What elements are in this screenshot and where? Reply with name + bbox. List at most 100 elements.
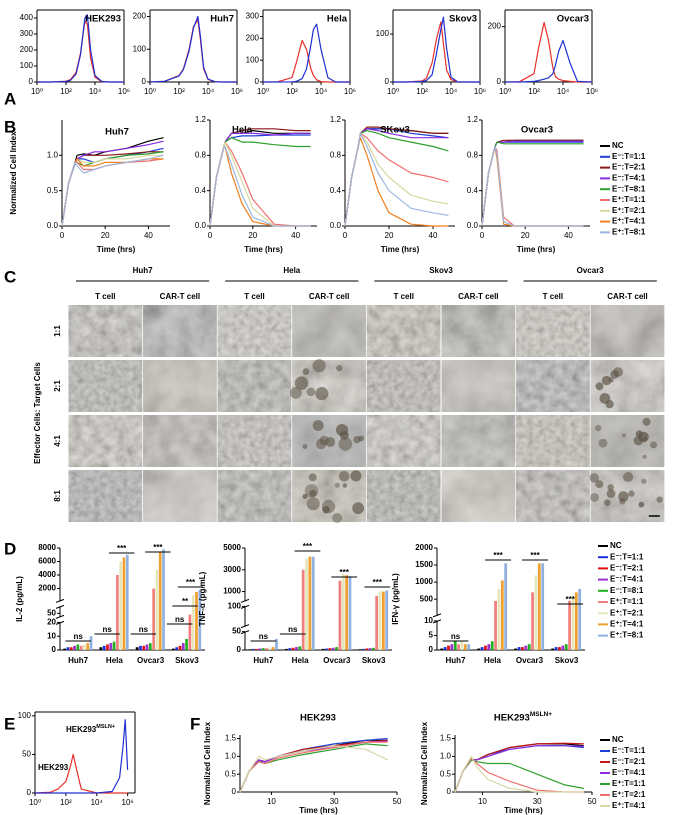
- micrograph-texture: [516, 415, 590, 467]
- x-tick-label: Hela: [106, 656, 123, 665]
- bar: [500, 580, 504, 650]
- cell-cluster: [641, 478, 647, 484]
- x-axis-label: Time (hrs): [97, 245, 136, 254]
- chart-title: Hela: [327, 14, 348, 25]
- panel-label: B: [4, 117, 16, 136]
- x-tick-label: 0: [208, 231, 213, 240]
- bar: [537, 563, 541, 650]
- y-tick-label: 5000: [223, 543, 241, 552]
- panel-label: F: [190, 714, 200, 733]
- cell-cluster: [336, 423, 349, 437]
- significance-label: ***: [153, 543, 163, 552]
- micrograph-texture: [292, 305, 366, 357]
- bar: [148, 643, 152, 650]
- ratio-label: 1:1: [53, 325, 62, 337]
- y-tick-label: 100: [246, 55, 260, 64]
- micrograph-texture: [441, 415, 516, 467]
- cell-cluster: [336, 364, 343, 372]
- bar: [73, 645, 76, 650]
- legend-label: E⁺:T=1:1: [612, 195, 646, 204]
- x-tick-label: Skov3: [555, 656, 579, 665]
- column-header: CAR-T cell: [309, 292, 349, 301]
- bar: [152, 588, 155, 650]
- x-tick-label: Ovcar3: [516, 656, 544, 665]
- micrograph-texture: [366, 360, 441, 412]
- cell-cluster: [302, 493, 308, 500]
- y-tick-label: 20: [47, 618, 56, 627]
- legend-label: E⁺:T=1:1: [610, 597, 644, 606]
- bar: [341, 574, 345, 650]
- y-tick-label: 0.5: [225, 769, 237, 778]
- x-tick-label: Hela: [484, 656, 501, 665]
- legend-label: NC: [612, 141, 624, 150]
- legend-label: E⁺:T=2:1: [612, 790, 646, 799]
- x-tick-label: 10: [478, 797, 487, 806]
- cell-cluster: [322, 505, 330, 514]
- y-tick-label: 1.0: [225, 751, 237, 760]
- legend-label: E⁻:T=4:1: [610, 575, 644, 584]
- cell-line-header: Huh7: [133, 266, 154, 275]
- cell-cluster: [606, 489, 616, 499]
- y-axis-label: IFN-γ (pg/mL): [391, 573, 400, 625]
- bar: [365, 648, 369, 650]
- bar: [142, 645, 146, 650]
- y-tick-label: 200: [20, 45, 34, 54]
- y-tick-label: 0.4: [467, 186, 479, 195]
- x-tick-label: 50: [393, 797, 402, 806]
- micrograph-texture: [68, 470, 143, 522]
- micrograph-texture: [366, 470, 441, 522]
- x-tick-label: Ovcar3: [137, 656, 165, 665]
- series-line: [34, 753, 128, 794]
- cell-cluster: [338, 437, 353, 451]
- y-tick-label: 0: [52, 645, 57, 654]
- significance-label: ns: [73, 632, 83, 641]
- x-tick-label: 40: [564, 231, 573, 240]
- bar: [460, 641, 464, 650]
- bar: [558, 647, 561, 650]
- cell-cluster: [604, 499, 611, 506]
- panel-label: A: [4, 89, 16, 108]
- panel-label: D: [4, 539, 16, 558]
- significance-label: ***: [373, 578, 383, 587]
- y-tick-label: 0.5: [440, 769, 452, 778]
- bar: [191, 595, 195, 650]
- cell-cluster: [598, 438, 608, 448]
- y-tick-label: 0.4: [330, 186, 342, 195]
- bar: [531, 592, 534, 650]
- bar: [487, 644, 491, 650]
- chart-title: Huh7: [105, 127, 129, 138]
- x-tick-label: 10⁰: [387, 87, 399, 96]
- bar: [504, 563, 508, 650]
- bar: [348, 576, 352, 650]
- x-tick-label: Skov3: [175, 656, 199, 665]
- series-line: [149, 15, 237, 83]
- legend-label: E⁺:T=2:1: [610, 608, 644, 617]
- chart-title: Ovcar3: [521, 125, 553, 136]
- x-tick-label: Huh7: [446, 656, 467, 665]
- significance-label: ***: [117, 544, 127, 553]
- y-tick-label: 100: [376, 29, 390, 38]
- y-tick-label: 0: [237, 645, 242, 654]
- bar: [551, 648, 555, 650]
- chart-title: Huh7: [210, 14, 234, 25]
- bar: [122, 557, 126, 650]
- bar: [514, 648, 518, 650]
- column-header: T cell: [393, 292, 413, 301]
- x-tick-label: 10⁰: [31, 87, 43, 96]
- cell-cluster: [589, 492, 599, 502]
- cell-cluster: [601, 375, 612, 386]
- bar: [311, 556, 315, 650]
- significance-label: ***: [303, 542, 313, 551]
- bar: [517, 647, 521, 650]
- micrograph-texture: [217, 415, 292, 467]
- significance-label: ***: [530, 551, 540, 560]
- legend-label: E⁻:T=8:1: [612, 184, 646, 193]
- cell-cluster: [628, 490, 635, 497]
- y-tick-label: 0: [232, 787, 237, 796]
- y-tick-label: 6000: [38, 557, 56, 566]
- axis-break: [55, 614, 65, 619]
- y-tick-label: 200: [488, 22, 502, 31]
- bar: [447, 645, 450, 650]
- y-tick-label: 0: [447, 787, 452, 796]
- y-tick-label: 200: [246, 33, 260, 42]
